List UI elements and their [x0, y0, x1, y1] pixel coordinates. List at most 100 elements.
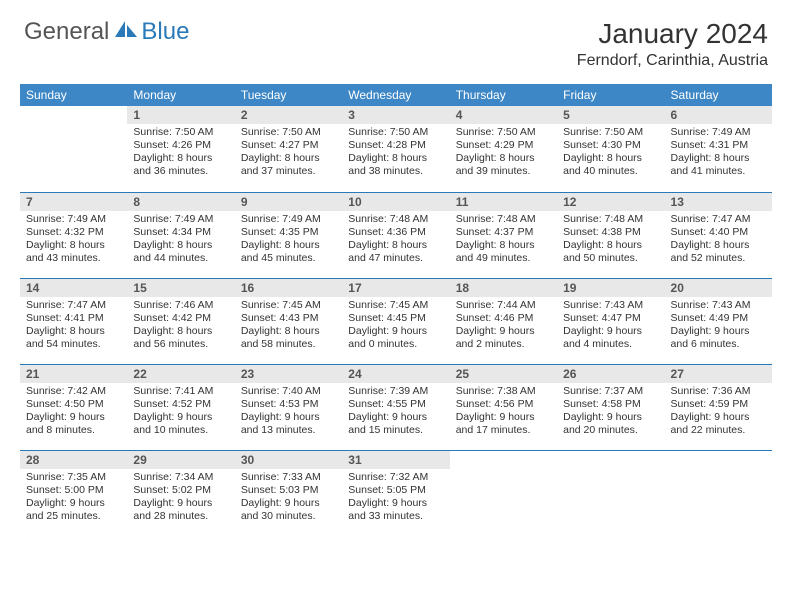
- day-content: Sunrise: 7:50 AMSunset: 4:28 PMDaylight:…: [342, 124, 449, 183]
- weekday-header: Tuesday: [235, 84, 342, 106]
- day-cell: [557, 450, 664, 536]
- day-cell: 16Sunrise: 7:45 AMSunset: 4:43 PMDayligh…: [235, 278, 342, 364]
- weekday-header: Saturday: [665, 84, 772, 106]
- week-row: 28Sunrise: 7:35 AMSunset: 5:00 PMDayligh…: [20, 450, 772, 536]
- day-number: 31: [342, 451, 449, 469]
- day-cell: 17Sunrise: 7:45 AMSunset: 4:45 PMDayligh…: [342, 278, 449, 364]
- day-cell: 1Sunrise: 7:50 AMSunset: 4:26 PMDaylight…: [127, 106, 234, 192]
- day-number: 20: [665, 279, 772, 297]
- day-cell: [665, 450, 772, 536]
- day-content: Sunrise: 7:32 AMSunset: 5:05 PMDaylight:…: [342, 469, 449, 528]
- day-content: Sunrise: 7:40 AMSunset: 4:53 PMDaylight:…: [235, 383, 342, 442]
- day-cell: 7Sunrise: 7:49 AMSunset: 4:32 PMDaylight…: [20, 192, 127, 278]
- day-cell: 13Sunrise: 7:47 AMSunset: 4:40 PMDayligh…: [665, 192, 772, 278]
- day-cell: 29Sunrise: 7:34 AMSunset: 5:02 PMDayligh…: [127, 450, 234, 536]
- day-cell: 10Sunrise: 7:48 AMSunset: 4:36 PMDayligh…: [342, 192, 449, 278]
- day-number: 2: [235, 106, 342, 124]
- day-number: 24: [342, 365, 449, 383]
- day-cell: 14Sunrise: 7:47 AMSunset: 4:41 PMDayligh…: [20, 278, 127, 364]
- day-number: 4: [450, 106, 557, 124]
- title-block: January 2024 Ferndorf, Carinthia, Austri…: [577, 18, 768, 70]
- day-content: Sunrise: 7:50 AMSunset: 4:29 PMDaylight:…: [450, 124, 557, 183]
- day-content: Sunrise: 7:43 AMSunset: 4:49 PMDaylight:…: [665, 297, 772, 356]
- day-number: 11: [450, 193, 557, 211]
- week-row: 21Sunrise: 7:42 AMSunset: 4:50 PMDayligh…: [20, 364, 772, 450]
- logo-text-general: General: [24, 18, 109, 46]
- header: General Blue January 2024 Ferndorf, Cari…: [0, 0, 792, 74]
- week-row: 1Sunrise: 7:50 AMSunset: 4:26 PMDaylight…: [20, 106, 772, 192]
- day-content: Sunrise: 7:36 AMSunset: 4:59 PMDaylight:…: [665, 383, 772, 442]
- day-cell: 25Sunrise: 7:38 AMSunset: 4:56 PMDayligh…: [450, 364, 557, 450]
- day-number: 18: [450, 279, 557, 297]
- location-subtitle: Ferndorf, Carinthia, Austria: [577, 52, 768, 70]
- day-number: 5: [557, 106, 664, 124]
- day-cell: 11Sunrise: 7:48 AMSunset: 4:37 PMDayligh…: [450, 192, 557, 278]
- day-content: Sunrise: 7:48 AMSunset: 4:38 PMDaylight:…: [557, 211, 664, 270]
- weekday-header-row: SundayMondayTuesdayWednesdayThursdayFrid…: [20, 84, 772, 106]
- weekday-header: Thursday: [450, 84, 557, 106]
- day-content: Sunrise: 7:39 AMSunset: 4:55 PMDaylight:…: [342, 383, 449, 442]
- day-cell: 23Sunrise: 7:40 AMSunset: 4:53 PMDayligh…: [235, 364, 342, 450]
- day-number: 6: [665, 106, 772, 124]
- day-cell: 28Sunrise: 7:35 AMSunset: 5:00 PMDayligh…: [20, 450, 127, 536]
- day-content: Sunrise: 7:44 AMSunset: 4:46 PMDaylight:…: [450, 297, 557, 356]
- week-row: 7Sunrise: 7:49 AMSunset: 4:32 PMDaylight…: [20, 192, 772, 278]
- day-number: 21: [20, 365, 127, 383]
- day-cell: 21Sunrise: 7:42 AMSunset: 4:50 PMDayligh…: [20, 364, 127, 450]
- day-content: Sunrise: 7:48 AMSunset: 4:36 PMDaylight:…: [342, 211, 449, 270]
- day-content: Sunrise: 7:45 AMSunset: 4:43 PMDaylight:…: [235, 297, 342, 356]
- weekday-header: Friday: [557, 84, 664, 106]
- day-cell: 24Sunrise: 7:39 AMSunset: 4:55 PMDayligh…: [342, 364, 449, 450]
- day-content: Sunrise: 7:45 AMSunset: 4:45 PMDaylight:…: [342, 297, 449, 356]
- day-number: 23: [235, 365, 342, 383]
- day-content: Sunrise: 7:47 AMSunset: 4:40 PMDaylight:…: [665, 211, 772, 270]
- day-number: 22: [127, 365, 234, 383]
- day-cell: 8Sunrise: 7:49 AMSunset: 4:34 PMDaylight…: [127, 192, 234, 278]
- weekday-header: Sunday: [20, 84, 127, 106]
- day-content: Sunrise: 7:50 AMSunset: 4:27 PMDaylight:…: [235, 124, 342, 183]
- day-number: 10: [342, 193, 449, 211]
- logo-text-blue: Blue: [141, 18, 189, 46]
- day-cell: 30Sunrise: 7:33 AMSunset: 5:03 PMDayligh…: [235, 450, 342, 536]
- day-cell: 5Sunrise: 7:50 AMSunset: 4:30 PMDaylight…: [557, 106, 664, 192]
- day-number: 8: [127, 193, 234, 211]
- day-number: 17: [342, 279, 449, 297]
- calendar-table: SundayMondayTuesdayWednesdayThursdayFrid…: [20, 84, 772, 536]
- day-number: 7: [20, 193, 127, 211]
- day-cell: 20Sunrise: 7:43 AMSunset: 4:49 PMDayligh…: [665, 278, 772, 364]
- day-content: Sunrise: 7:48 AMSunset: 4:37 PMDaylight:…: [450, 211, 557, 270]
- week-row: 14Sunrise: 7:47 AMSunset: 4:41 PMDayligh…: [20, 278, 772, 364]
- day-content: Sunrise: 7:49 AMSunset: 4:32 PMDaylight:…: [20, 211, 127, 270]
- day-cell: 12Sunrise: 7:48 AMSunset: 4:38 PMDayligh…: [557, 192, 664, 278]
- day-number: 30: [235, 451, 342, 469]
- sails-icon: [113, 18, 139, 46]
- day-content: Sunrise: 7:46 AMSunset: 4:42 PMDaylight:…: [127, 297, 234, 356]
- day-content: Sunrise: 7:41 AMSunset: 4:52 PMDaylight:…: [127, 383, 234, 442]
- day-number: 26: [557, 365, 664, 383]
- day-content: Sunrise: 7:50 AMSunset: 4:26 PMDaylight:…: [127, 124, 234, 183]
- calendar-body: 1Sunrise: 7:50 AMSunset: 4:26 PMDaylight…: [20, 106, 772, 536]
- day-content: Sunrise: 7:49 AMSunset: 4:34 PMDaylight:…: [127, 211, 234, 270]
- day-content: Sunrise: 7:50 AMSunset: 4:30 PMDaylight:…: [557, 124, 664, 183]
- day-number: 29: [127, 451, 234, 469]
- day-cell: 19Sunrise: 7:43 AMSunset: 4:47 PMDayligh…: [557, 278, 664, 364]
- day-content: Sunrise: 7:38 AMSunset: 4:56 PMDaylight:…: [450, 383, 557, 442]
- day-cell: 22Sunrise: 7:41 AMSunset: 4:52 PMDayligh…: [127, 364, 234, 450]
- day-content: Sunrise: 7:34 AMSunset: 5:02 PMDaylight:…: [127, 469, 234, 528]
- day-cell: 26Sunrise: 7:37 AMSunset: 4:58 PMDayligh…: [557, 364, 664, 450]
- day-number: 13: [665, 193, 772, 211]
- day-cell: 6Sunrise: 7:49 AMSunset: 4:31 PMDaylight…: [665, 106, 772, 192]
- weekday-header: Wednesday: [342, 84, 449, 106]
- day-number: 16: [235, 279, 342, 297]
- day-cell: 18Sunrise: 7:44 AMSunset: 4:46 PMDayligh…: [450, 278, 557, 364]
- day-number: 9: [235, 193, 342, 211]
- day-cell: 31Sunrise: 7:32 AMSunset: 5:05 PMDayligh…: [342, 450, 449, 536]
- page-title: January 2024: [577, 18, 768, 50]
- day-number: 3: [342, 106, 449, 124]
- day-cell: 4Sunrise: 7:50 AMSunset: 4:29 PMDaylight…: [450, 106, 557, 192]
- day-number: 12: [557, 193, 664, 211]
- day-content: Sunrise: 7:49 AMSunset: 4:35 PMDaylight:…: [235, 211, 342, 270]
- day-number: 27: [665, 365, 772, 383]
- logo: General Blue: [24, 18, 189, 46]
- day-number: 15: [127, 279, 234, 297]
